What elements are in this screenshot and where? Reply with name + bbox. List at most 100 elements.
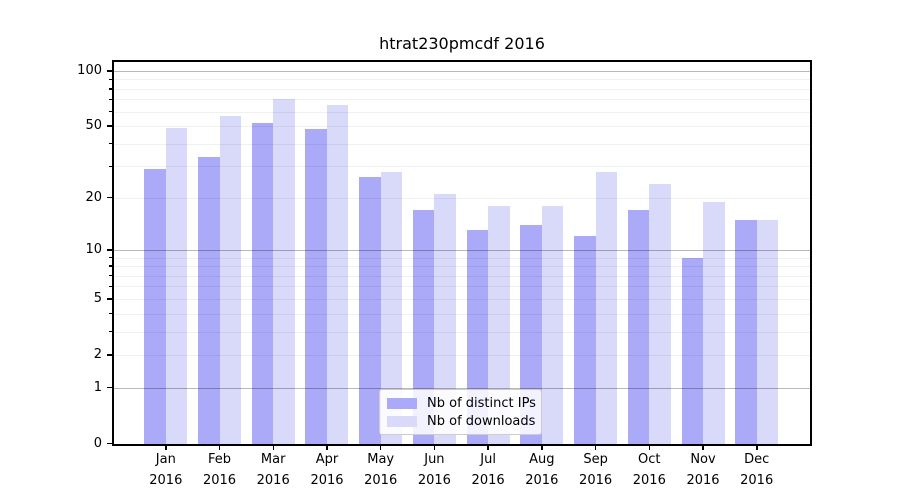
plot-area: Nb of distinct IPs Nb of downloads [114,62,810,444]
x-tick-year-dec: 2016 [740,473,774,488]
x-tick-year-oct: 2016 [632,473,666,488]
y-tick-label-5: 5 [93,290,102,306]
y-minortick-9 [109,256,112,259]
y-minortick-40 [109,142,112,145]
y-minortick-6 [109,285,112,288]
x-tick-label-jun: Jun 2016 [402,449,466,491]
y-minortick-60 [109,110,112,113]
legend-swatch-downloads [387,415,417,427]
legend-item-downloads: Nb of downloads [387,414,541,429]
bar-ips-jan [144,168,166,444]
y-tick-label-20: 20 [85,189,102,205]
x-tick-jan [165,445,167,450]
x-tick-month-jun: Jun [424,452,445,467]
legend-item-distinct-ips: Nb of distinct IPs [387,396,541,411]
y-tick-label-0: 0 [93,435,102,451]
x-tick-year-apr: 2016 [310,473,344,488]
x-tick-month-dec: Dec [744,452,770,467]
y-tick-20 [107,196,112,199]
x-tick-label-feb: Feb 2016 [188,449,252,491]
bar-ips-feb [198,156,220,444]
x-tick-nov [702,445,704,450]
gridline-minor-8 [114,266,810,268]
bar-ips-oct [627,210,650,444]
x-tick-month-nov: Nov [690,452,716,467]
x-tick-year-jun: 2016 [417,473,451,488]
x-tick-month-sep: Sep [583,452,608,467]
gridline-minor-60 [114,111,810,113]
x-tick-month-aug: Aug [529,452,555,467]
y-minortick-3 [109,330,112,333]
y-minortick-80 [109,88,112,90]
y-tick-label-100: 100 [77,62,102,78]
x-tick-year-aug: 2016 [525,473,559,488]
gridline-minor-4 [114,313,810,315]
y-minortick-30 [109,165,112,167]
legend-label-distinct-ips: Nb of distinct IPs [427,395,536,411]
bar-downloads-aug [541,205,564,444]
gridline-minor-2 [114,354,810,356]
gridline-minor-6 [114,286,810,288]
gridline-minor-9 [114,257,810,259]
x-tick-feb [218,445,221,450]
y-minortick-70 [109,98,112,101]
y-tick-2 [107,354,112,356]
gridline-major-1 [114,387,810,389]
gridline-minor-3 [114,331,810,333]
bar-downloads-jul [488,205,510,444]
x-tick-oct [648,445,650,450]
bar-downloads-nov [703,201,725,444]
y-tick-50 [107,125,112,127]
gridline-minor-70 [114,99,810,101]
y-minortick-4 [109,312,112,315]
bar-ips-dec [735,219,757,444]
gridline-minor-40 [114,143,810,145]
x-tick-label-mar: Mar 2016 [241,449,305,491]
y-tick-100 [107,70,112,72]
x-tick-jun [433,445,436,450]
x-tick-year-mar: 2016 [256,473,290,488]
x-tick-month-feb: Feb [207,452,232,467]
x-tick-label-apr: Apr 2016 [295,449,359,491]
x-tick-label-jan: Jan 2016 [134,449,198,491]
x-tick-year-jan: 2016 [149,473,183,488]
x-tick-year-nov: 2016 [686,473,720,488]
gridline-major-10 [114,249,810,251]
x-tick-year-sep: 2016 [579,473,613,488]
gridline-minor-20 [114,197,810,199]
x-tick-label-nov: Nov 2016 [671,449,735,491]
x-tick-label-jul: Jul 2016 [456,449,520,491]
bar-ips-nov [681,257,703,444]
bar-ips-jun [412,210,435,444]
gridline-minor-90 [114,79,810,81]
y-tick-0 [107,442,112,445]
x-tick-may [379,445,382,450]
x-tick-dec [756,445,758,450]
y-tick-10 [107,249,112,251]
x-tick-month-may: May [367,452,395,467]
x-tick-label-sep: Sep 2016 [564,449,628,491]
y-tick-label-50: 50 [85,118,102,134]
x-tick-jul [487,445,489,450]
bar-ips-may [359,177,381,444]
gridline-minor-7 [114,275,810,277]
x-tick-label-dec: Dec 2016 [725,449,789,491]
bar-downloads-sep [595,171,618,444]
bar-downloads-feb [219,115,242,444]
legend-swatch-distinct-ips [387,397,417,409]
bar-downloads-jun [434,193,456,444]
x-tick-year-jul: 2016 [471,473,505,488]
x-tick-month-oct: Oct [638,452,661,467]
x-tick-month-apr: Apr [315,452,339,467]
x-tick-aug [541,445,543,450]
y-minortick-7 [109,274,112,277]
chart-title: htrat230pmcdf 2016 [379,34,545,53]
legend-label-downloads: Nb of downloads [427,413,536,429]
x-tick-year-feb: 2016 [202,473,237,488]
bar-ips-mar [251,123,274,444]
x-tick-label-aug: Aug 2016 [510,449,574,491]
x-tick-sep [594,445,597,450]
gridline-minor-30 [114,166,810,168]
y-tick-5 [107,298,112,300]
